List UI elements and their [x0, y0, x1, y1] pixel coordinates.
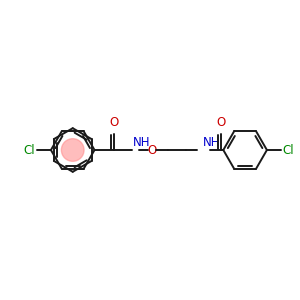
Text: O: O — [147, 143, 157, 157]
Text: Cl: Cl — [283, 143, 294, 157]
Text: NH: NH — [133, 136, 151, 149]
Text: Cl: Cl — [23, 143, 35, 157]
Text: O: O — [217, 116, 226, 129]
Text: O: O — [110, 116, 119, 129]
Circle shape — [61, 139, 84, 161]
Text: NH: NH — [202, 136, 220, 149]
